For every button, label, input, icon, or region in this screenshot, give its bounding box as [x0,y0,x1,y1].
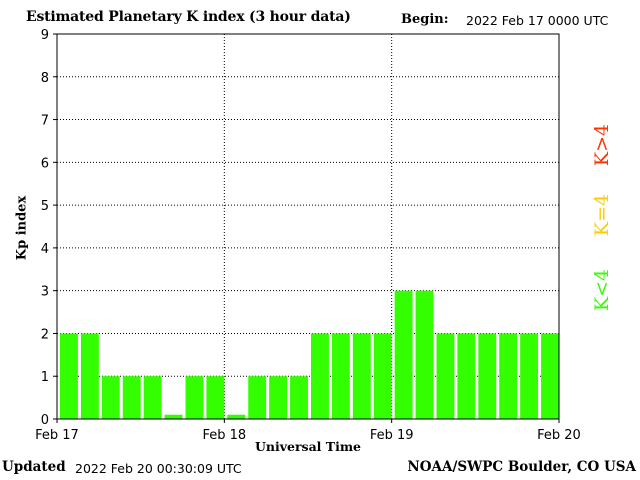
bar [101,376,120,419]
credit-text: NOAA/SWPC Boulder, CO USA [407,459,636,475]
y-tick-label: 5 [41,199,49,214]
bar [457,333,476,419]
bar [60,333,78,419]
bar [227,414,246,419]
legend-item: K=4 [591,194,613,236]
y-tick-label: 9 [41,28,49,43]
updated-value: 2022 Feb 20 00:30:09 UTC [75,461,242,476]
bar [415,290,434,419]
y-tick-label: 3 [41,285,49,300]
y-tick-label: 2 [41,327,49,342]
chart-title: Estimated Planetary K index (3 hour data… [26,9,351,25]
y-tick-label: 7 [41,114,49,129]
bar [478,333,497,419]
legend-item: K>4 [591,124,613,166]
bar [143,376,162,419]
y-tick-label: 0 [41,413,49,428]
bar [331,333,350,419]
bar [311,333,329,419]
x-tick-label: Feb 19 [370,428,414,443]
bar [269,376,288,419]
x-tick-label: Feb 17 [35,428,79,443]
bar [80,333,99,419]
bar [520,333,539,419]
y-tick-label: 1 [41,370,49,385]
bar [248,376,267,419]
bar [352,333,371,419]
bar [122,376,141,419]
x-tick-label: Feb 20 [537,428,581,443]
plot-frame [56,33,560,420]
x-axis-label: Universal Time [254,439,362,454]
bar [290,376,308,419]
bar [541,333,559,419]
begin-value: 2022 Feb 17 0000 UTC [466,13,609,28]
updated-label: Updated [2,459,66,475]
bar [499,333,518,419]
bar [164,414,183,419]
y-tick-label: 4 [41,242,49,257]
x-tick-label: Feb 18 [202,428,246,443]
bar [373,333,392,419]
bar [206,376,225,419]
bar [436,333,455,419]
y-tick-label: 8 [41,71,49,86]
bar [185,376,204,419]
begin-label: Begin: [401,12,449,27]
legend-item: K<4 [591,269,613,311]
y-tick-label: 6 [41,156,49,171]
bar [394,290,413,419]
